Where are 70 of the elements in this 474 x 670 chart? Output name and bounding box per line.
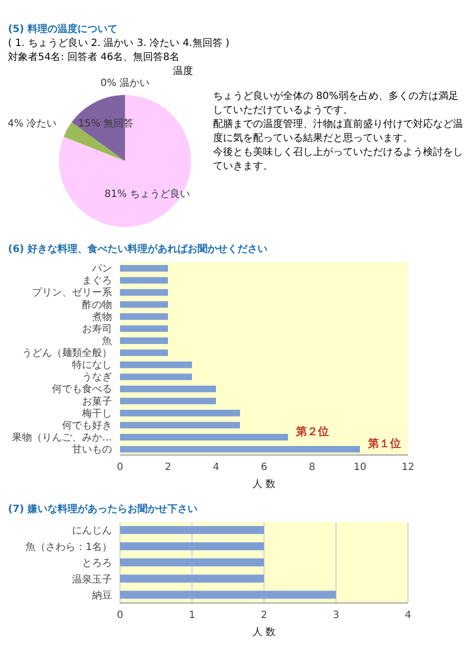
chart-title: (7) 嫌いな料理があったらお聞かせ下さい	[8, 502, 199, 516]
y-tick-label: お寿司	[82, 324, 112, 335]
y-tick-label: 梅干し	[81, 407, 112, 420]
text: 今後とも美味しく召し上がっていただけるよう検討をしていきます。	[213, 146, 463, 174]
pie-slice	[72, 95, 125, 161]
x-tick-label: 0	[116, 610, 124, 622]
y-tick-label: プリン、ゼリー系	[32, 286, 112, 299]
y-tick-label: まぐろ	[82, 276, 112, 287]
bar	[120, 374, 192, 380]
data-label: 4%	[8, 118, 24, 129]
chart-subtitle: ( 1. ちょうど良い 2. 温かい 3. 冷たい 4.無回答 ) 対象者54名: 回答者 46名、無回答8名	[8, 36, 230, 64]
y-tick-label: お菓子	[82, 395, 112, 408]
text: 0%	[100, 78, 116, 88]
x-tick-label: 3	[332, 610, 340, 622]
x-axis-title: 人 数	[252, 627, 276, 638]
x-tick-label: 0	[116, 462, 124, 474]
y-tick-label: 魚（さわら：1名）	[26, 540, 112, 553]
y-tick-label: うどん（麺類全般）	[22, 347, 112, 360]
y-tick-label: 特になし	[72, 359, 112, 372]
bar	[120, 410, 240, 416]
x-tick-label: 8	[308, 462, 316, 474]
bar	[120, 277, 168, 284]
y-tick-label: パン	[91, 264, 112, 275]
y-tick-label: 納豆	[92, 589, 112, 602]
text: ちょうど良いが全体の 80%弱を占め、多くの方は満足していただけているようです。	[213, 90, 460, 118]
annotation: 第１位	[367, 436, 401, 450]
slice-label: 冷たい	[26, 116, 57, 129]
y-tick-label: 温泉玉子	[72, 573, 112, 586]
bar	[120, 398, 216, 404]
y-tick-label: 甘いもの	[72, 444, 112, 456]
bar	[120, 422, 240, 428]
chart-title: (6) 好きな料理、食べたい料理があればお聞かせください	[8, 242, 269, 256]
text: 温度	[173, 64, 193, 78]
x-tick-label: 4	[404, 610, 412, 622]
x-tick-label: 4	[212, 462, 220, 474]
x-tick-label: 10	[354, 462, 366, 474]
y-tick-label: うなぎ	[82, 372, 112, 384]
y-tick-label: 魚	[102, 334, 112, 347]
annotation: 第２位	[295, 424, 329, 438]
x-tick-label: 6	[260, 462, 268, 474]
y-tick-label: 何でも好き	[62, 420, 112, 432]
bar	[120, 349, 168, 356]
y-tick-label: 煮物	[92, 310, 112, 323]
data-label: 81%	[104, 188, 127, 200]
slice-label: ちょうど良い	[130, 187, 190, 200]
x-tick-label: 12	[402, 462, 414, 474]
bar	[120, 301, 168, 308]
x-tick-label: 2	[260, 610, 268, 622]
bar	[120, 337, 168, 344]
bar	[120, 362, 192, 368]
pie-slice	[59, 95, 191, 227]
x-axis-title: 人 数	[252, 479, 276, 490]
bar	[120, 434, 288, 440]
chart-title: (5) 料理の温度について	[8, 22, 119, 36]
data-label: 15%	[78, 118, 100, 129]
bar	[120, 289, 168, 296]
bar	[120, 313, 168, 320]
bar	[120, 265, 168, 272]
y-tick-label: 果物（りんご、みか…	[12, 432, 112, 444]
text: 配膳までの温度管理、汁物は直前盛り付けで対応など温度に気を配っている結果だと思っています。	[213, 118, 463, 146]
y-tick-label: にんじん	[72, 526, 112, 537]
bar	[120, 386, 216, 392]
bar	[120, 446, 360, 453]
x-tick-label: 2	[164, 462, 172, 474]
category-label: 温かい	[120, 78, 150, 88]
bar	[120, 325, 168, 332]
y-tick-label: 酢の物	[82, 300, 112, 311]
y-tick-label: とろろ	[82, 558, 112, 570]
x-tick-label: 1	[188, 610, 196, 622]
y-tick-label: 何でも食べる	[52, 383, 112, 396]
